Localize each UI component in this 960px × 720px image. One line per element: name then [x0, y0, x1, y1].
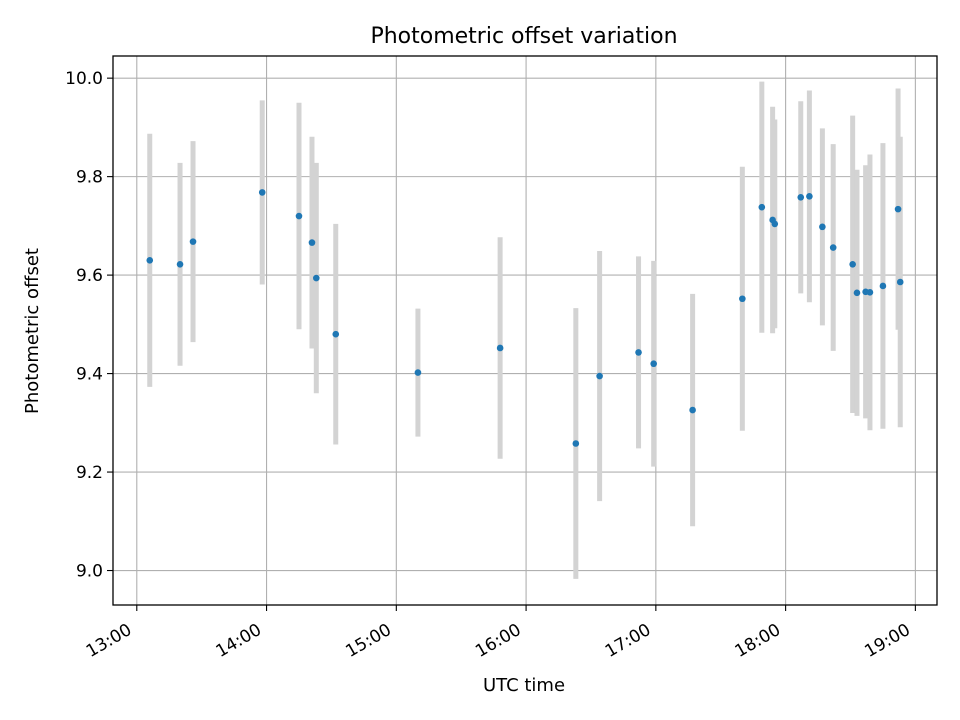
x-tick-label: 13:00 [83, 620, 135, 662]
data-point [176, 260, 184, 268]
data-point [258, 189, 266, 196]
y-tick-label: 9.0 [76, 562, 103, 582]
data-point [308, 239, 316, 246]
data-point [146, 257, 154, 264]
data-point [853, 289, 861, 297]
data-point [414, 369, 422, 376]
data-point [650, 360, 657, 368]
y-tick-label: 9.4 [76, 365, 103, 385]
x-tick-label: 15:00 [342, 620, 394, 662]
data-point [689, 406, 696, 414]
data-point [819, 223, 826, 231]
data-point [829, 244, 837, 251]
y-tick-label: 10.0 [65, 69, 103, 89]
data-point [312, 274, 320, 282]
data-point [739, 295, 746, 303]
data-point [879, 282, 887, 290]
data-point [635, 349, 642, 356]
data-point [896, 278, 904, 286]
y-tick-label: 9.6 [76, 266, 103, 286]
x-tick-label: 17:00 [602, 620, 654, 662]
data-point [596, 372, 603, 380]
data-points [146, 189, 904, 447]
data-point [189, 238, 197, 245]
plot-frame [112, 55, 938, 606]
grid [113, 56, 937, 605]
data-point [332, 330, 340, 338]
data-point [572, 440, 580, 447]
x-axis-label: UTC time [483, 675, 565, 696]
x-axis-ticks: 13:00 14:00 15:00 16:00 17:00 18:00 19:00 [83, 605, 916, 662]
data-point [496, 344, 504, 352]
data-point [849, 260, 856, 268]
y-tick-label: 9.8 [76, 168, 103, 188]
data-point [866, 289, 874, 296]
x-tick-label: 18:00 [732, 620, 784, 662]
y-axis-label: Photometric offset [22, 248, 43, 414]
x-tick-label: 19:00 [861, 620, 913, 662]
data-point [758, 203, 766, 211]
x-tick-label: 16:00 [472, 620, 524, 662]
data-point [771, 220, 779, 228]
data-point [894, 205, 902, 213]
data-point [295, 212, 303, 220]
chart-title: Photometric offset variation [370, 24, 677, 49]
data-point [797, 194, 805, 201]
data-point [806, 193, 813, 200]
y-axis-ticks: 9.0 9.2 9.4 9.6 9.8 10.0 [65, 69, 113, 582]
x-tick-label: 14:00 [213, 620, 265, 662]
errorbars [147, 81, 903, 579]
y-tick-label: 9.2 [76, 463, 103, 483]
